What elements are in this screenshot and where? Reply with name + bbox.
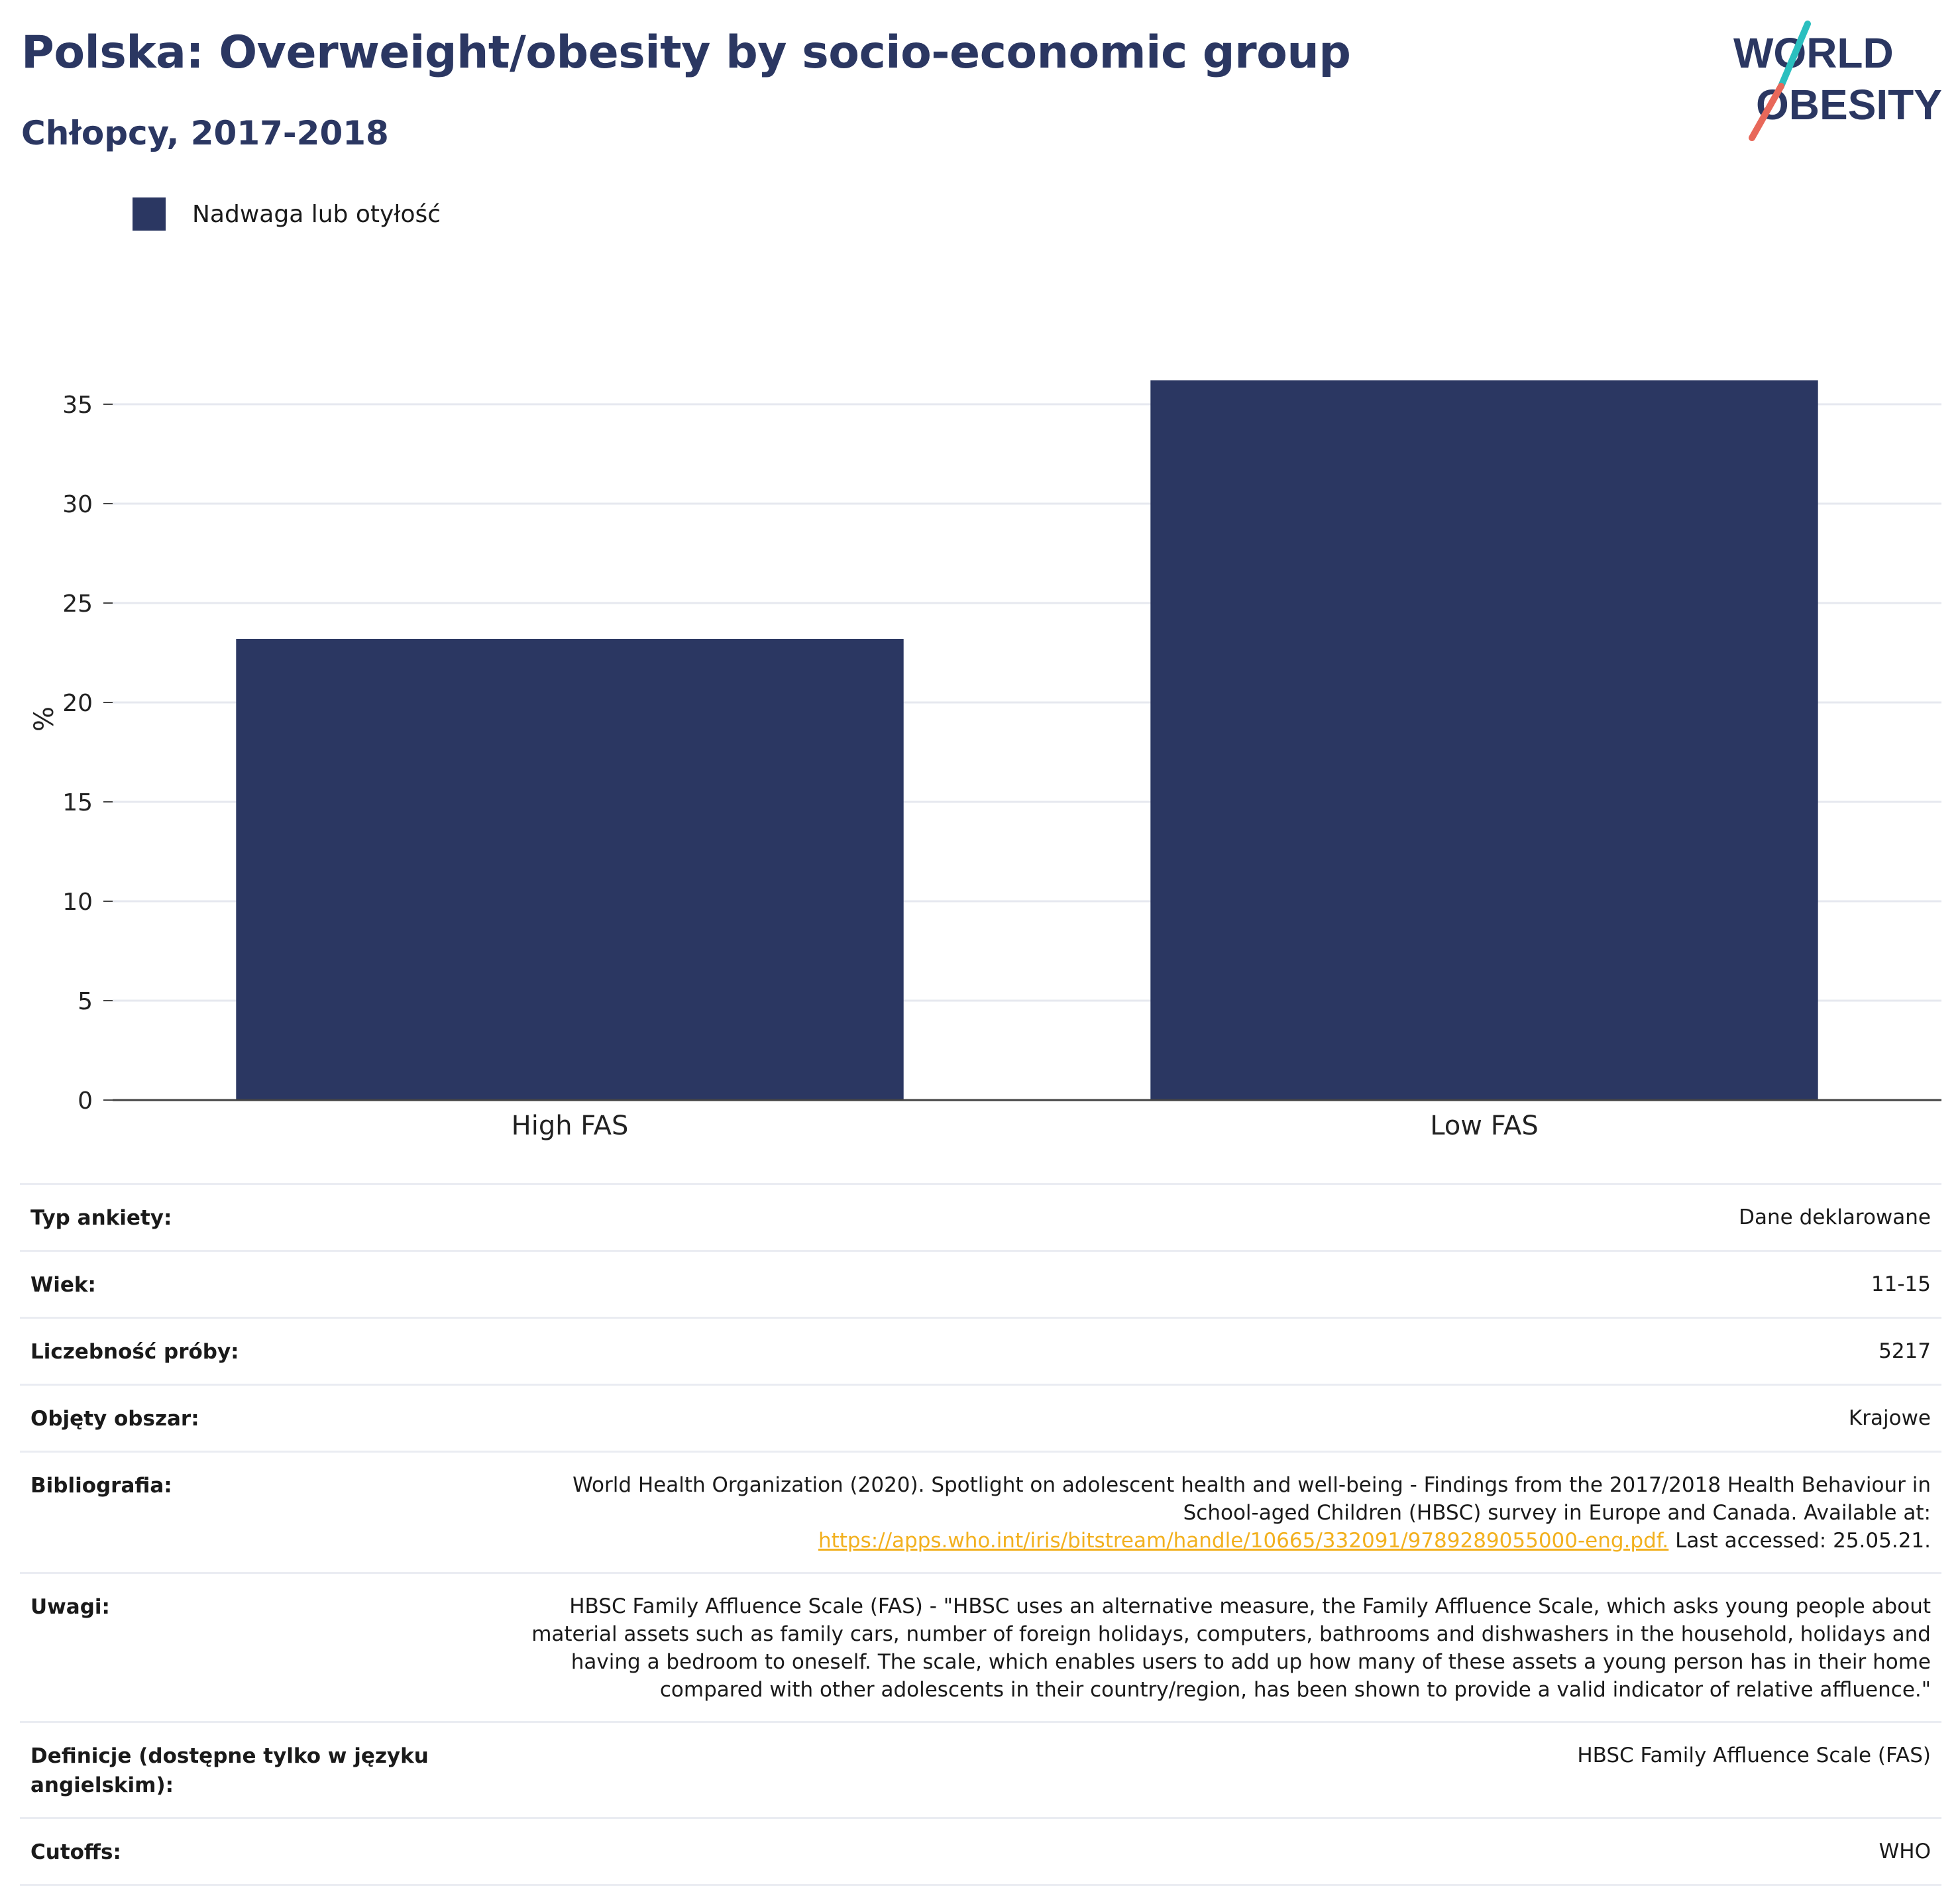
y-tick-label: 10 bbox=[62, 889, 93, 916]
bars bbox=[236, 380, 1818, 1100]
bibliography-text: World Health Organization (2020). Spotli… bbox=[572, 1473, 1931, 1525]
y-tick-label: 20 bbox=[62, 690, 93, 717]
meta-row-age: Wiek: 11-15 bbox=[20, 1250, 1941, 1317]
meta-label: Objęty obszar: bbox=[30, 1407, 199, 1431]
y-tick-label: 25 bbox=[62, 590, 93, 618]
world-obesity-logo: WORLD OBESITY bbox=[1733, 21, 1941, 141]
meta-value: World Health Organization (2020). Spotli… bbox=[455, 1471, 1931, 1555]
meta-value: Krajowe bbox=[1848, 1406, 1931, 1430]
meta-row-notes: Uwagi: HBSC Family Affluence Scale (FAS)… bbox=[20, 1572, 1941, 1721]
meta-row-area: Objęty obszar: Krajowe bbox=[20, 1384, 1941, 1451]
x-category-label: High FAS bbox=[512, 1111, 629, 1141]
page-title: Polska: Overweight/obesity by socio-econ… bbox=[21, 27, 1351, 79]
bar-chart: 0 5 10 15 20 25 30 35 High FAS Low FAS % bbox=[29, 380, 1941, 1141]
y-axis-ticks: 0 5 10 15 20 25 30 35 bbox=[62, 392, 1941, 1115]
meta-row-sample-size: Liczebność próby: 5217 bbox=[20, 1317, 1941, 1384]
meta-value: WHO bbox=[1878, 1840, 1931, 1863]
meta-row-cutoffs: Cutoffs: WHO bbox=[20, 1817, 1941, 1886]
meta-row-definitions: Definicje (dostępne tylko w języku angie… bbox=[20, 1721, 1941, 1817]
bar bbox=[1150, 380, 1818, 1100]
bibliography-link[interactable]: https://apps.who.int/iris/bitstream/hand… bbox=[818, 1529, 1669, 1553]
meta-label: Wiek: bbox=[30, 1273, 96, 1297]
meta-value: Dane deklarowane bbox=[1739, 1205, 1931, 1229]
y-tick-label: 15 bbox=[62, 789, 93, 816]
logo-line1: WORLD bbox=[1733, 29, 1894, 77]
page-subtitle: Chłopcy, 2017-2018 bbox=[21, 114, 389, 152]
legend-label: Nadwaga lub otyłość bbox=[192, 200, 441, 228]
meta-value: 11-15 bbox=[1871, 1272, 1931, 1296]
meta-row-bibliography: Bibliografia: World Health Organization … bbox=[20, 1451, 1941, 1572]
meta-label: Uwagi: bbox=[30, 1595, 110, 1619]
logo-slash-top bbox=[1778, 21, 1811, 89]
meta-label: Liczebność próby: bbox=[30, 1340, 239, 1364]
meta-label: Bibliografia: bbox=[30, 1474, 172, 1498]
metadata-table: Typ ankiety: Dane deklarowane Wiek: 11-1… bbox=[20, 1183, 1941, 1886]
meta-value: HBSC Family Affluence Scale (FAS) - "HBS… bbox=[531, 1594, 1931, 1702]
chart-legend: Nadwaga lub otyłość bbox=[133, 197, 441, 231]
y-tick-label: 35 bbox=[62, 392, 93, 419]
x-category-label: Low FAS bbox=[1430, 1111, 1539, 1141]
logo-slash-bottom bbox=[1749, 83, 1784, 141]
legend-swatch bbox=[133, 197, 166, 231]
meta-value: 5217 bbox=[1878, 1339, 1931, 1363]
meta-row-survey-type: Typ ankiety: Dane deklarowane bbox=[20, 1183, 1941, 1250]
bar bbox=[236, 639, 904, 1100]
bibliography-accessed: Last accessed: 25.05.21. bbox=[1675, 1529, 1931, 1553]
meta-label: Definicje (dostępne tylko w języku angie… bbox=[30, 1744, 429, 1797]
meta-label: Typ ankiety: bbox=[30, 1206, 172, 1230]
y-tick-label: 5 bbox=[78, 988, 93, 1015]
meta-label: Cutoffs: bbox=[30, 1840, 121, 1864]
y-tick-label: 0 bbox=[78, 1087, 93, 1115]
logo-line2: OBESITY bbox=[1756, 81, 1941, 129]
y-tick-label: 30 bbox=[62, 491, 93, 518]
x-axis-labels: High FAS Low FAS bbox=[512, 1111, 1539, 1141]
meta-value: HBSC Family Affluence Scale (FAS) bbox=[1577, 1744, 1931, 1767]
y-axis-title: % bbox=[29, 706, 60, 732]
